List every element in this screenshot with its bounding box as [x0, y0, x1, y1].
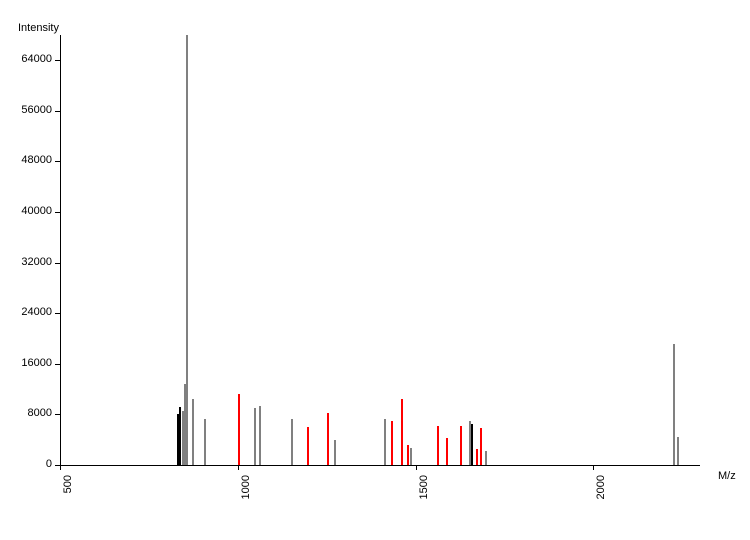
- y-tick: [55, 414, 60, 415]
- spectrum-peak: [485, 451, 487, 465]
- y-tick: [55, 111, 60, 112]
- spectrum-peak: [327, 413, 329, 465]
- spectrum-peak: [182, 411, 184, 465]
- spectrum-peak: [677, 437, 679, 465]
- spectrum-peak: [673, 344, 675, 465]
- x-tick: [593, 465, 594, 470]
- x-axis-label: M/z: [718, 470, 736, 482]
- spectrum-peak: [471, 424, 473, 465]
- spectrum-peak: [460, 426, 462, 465]
- spectrum-peak: [480, 428, 482, 465]
- spectrum-peak: [291, 419, 293, 465]
- x-tick-label: 1500: [418, 475, 430, 505]
- y-tick: [55, 161, 60, 162]
- y-tick-label: 48000: [12, 154, 52, 166]
- spectrum-peak: [446, 438, 448, 465]
- y-axis-label: Intensity: [18, 22, 59, 34]
- x-tick: [238, 465, 239, 470]
- y-tick: [55, 364, 60, 365]
- y-tick-label: 8000: [12, 407, 52, 419]
- x-axis: [60, 465, 700, 466]
- spectrum-peak: [476, 449, 478, 465]
- x-tick: [60, 465, 61, 470]
- y-tick: [55, 313, 60, 314]
- y-tick: [55, 263, 60, 264]
- spectrum-peak: [437, 426, 439, 465]
- spectrum-peak: [401, 399, 403, 465]
- spectrum-peak: [410, 448, 412, 465]
- spectrum-peak: [204, 419, 206, 465]
- y-tick: [55, 60, 60, 61]
- y-tick-label: 40000: [12, 205, 52, 217]
- y-tick-label: 56000: [12, 104, 52, 116]
- y-tick-label: 32000: [12, 256, 52, 268]
- spectrum-peak: [192, 399, 194, 465]
- y-tick: [55, 212, 60, 213]
- y-tick-label: 0: [12, 458, 52, 470]
- mass-spectrum-chart: Intensity M/z 0 8000 16000 24000 32000 40000 4…: [0, 0, 750, 540]
- y-tick-label: 24000: [12, 306, 52, 318]
- spectrum-peak: [407, 445, 409, 465]
- spectrum-peak: [307, 427, 309, 465]
- spectrum-peak: [238, 394, 240, 465]
- spectrum-peak: [259, 406, 261, 465]
- y-tick-label: 64000: [12, 53, 52, 65]
- spectrum-peak: [391, 421, 393, 465]
- spectrum-peak: [254, 408, 256, 465]
- x-tick: [416, 465, 417, 470]
- y-tick-label: 16000: [12, 357, 52, 369]
- x-tick-label: 1000: [240, 475, 252, 505]
- y-axis: [60, 35, 61, 465]
- spectrum-peak: [384, 419, 386, 465]
- x-tick-label: 2000: [595, 475, 607, 505]
- spectrum-peak: [334, 440, 336, 465]
- spectrum-peak: [186, 35, 188, 465]
- x-tick-label: 500: [62, 475, 74, 505]
